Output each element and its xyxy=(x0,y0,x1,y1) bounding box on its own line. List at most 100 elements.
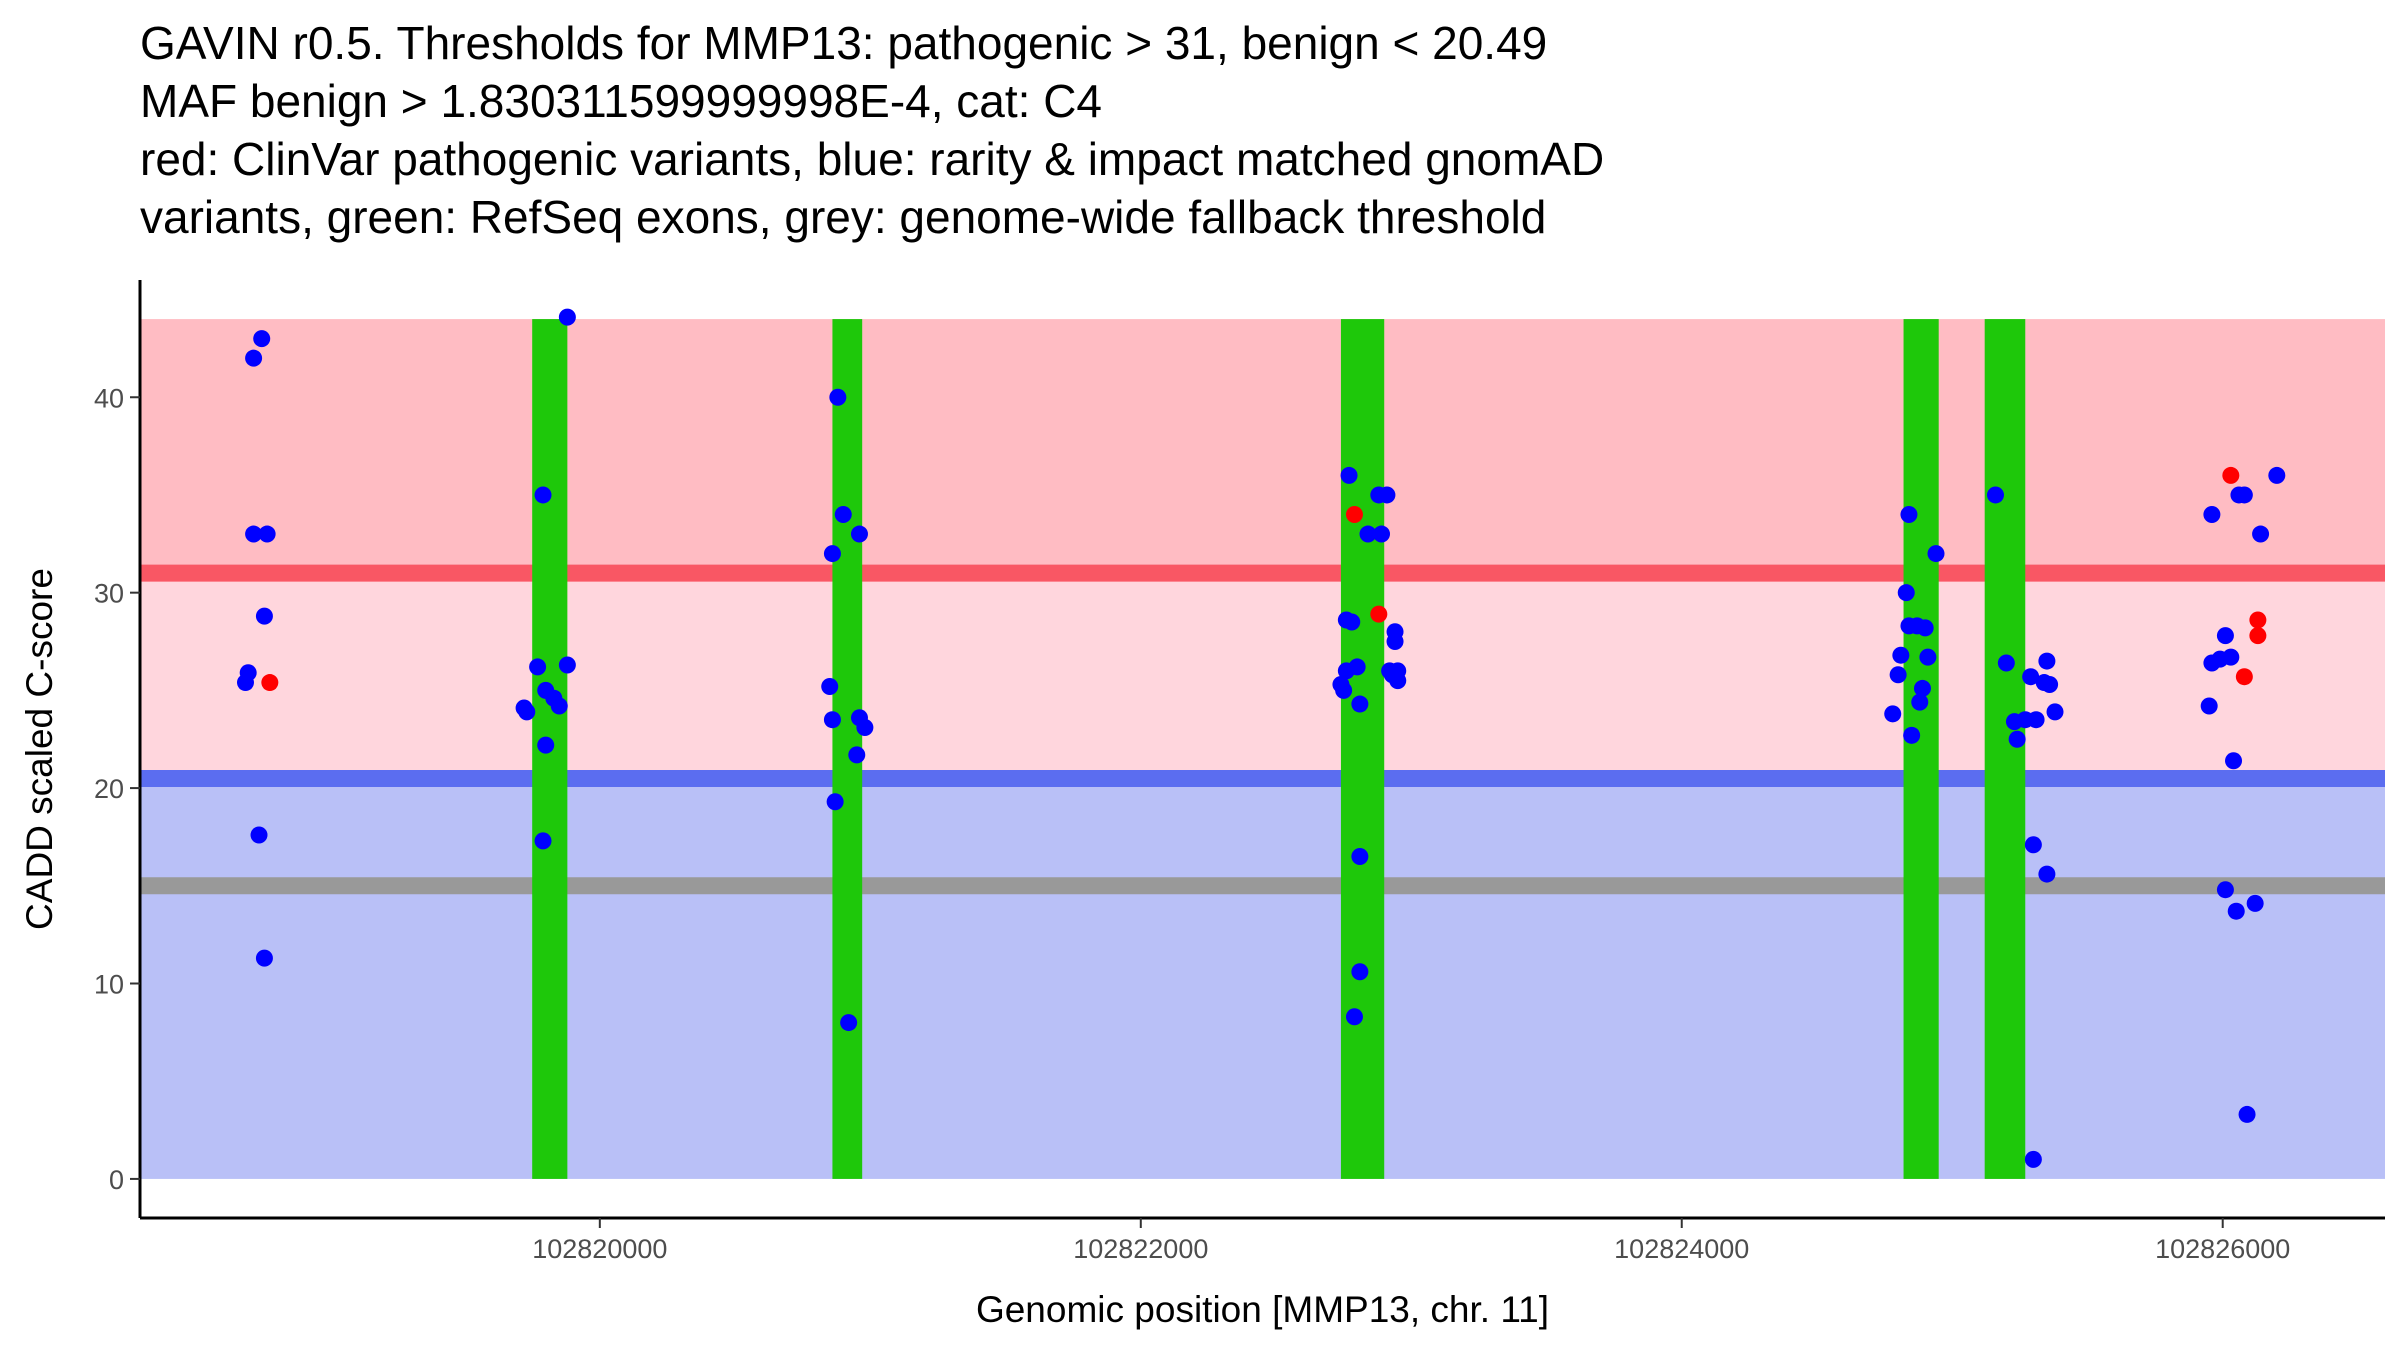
gnomad-point xyxy=(1351,847,1369,865)
gnomad-point xyxy=(558,308,576,326)
exon-bar-5 xyxy=(1984,319,2026,1179)
exon-bar-4 xyxy=(1903,319,1939,1179)
gnomad-point xyxy=(2027,711,2045,729)
x-axis-title: Genomic position [MMP13, chr. 11] xyxy=(976,1289,1549,1330)
gnomad-point xyxy=(2268,466,2286,484)
pathogenic-region xyxy=(140,319,2385,574)
clinvar-point xyxy=(2249,627,2267,645)
gnomad-point xyxy=(1335,681,1353,699)
gnomad-point xyxy=(1389,672,1407,690)
gnomad-point xyxy=(2022,668,2040,686)
chart-title: GAVIN r0.5. Thresholds for MMP13: pathog… xyxy=(140,14,2380,246)
gnomad-point xyxy=(829,388,847,406)
gnomad-point xyxy=(558,656,576,674)
gnomad-point xyxy=(2246,894,2264,912)
y-tick-label: 30 xyxy=(94,579,124,609)
y-tick-label: 20 xyxy=(94,774,124,804)
exon-bars xyxy=(532,319,2026,1179)
clinvar-point xyxy=(2235,668,2253,686)
gnomad-point xyxy=(1903,726,1921,744)
gnomad-point xyxy=(1897,584,1915,602)
clinvar-point xyxy=(2249,611,2267,629)
gnomad-point xyxy=(255,949,273,967)
gnomad-point xyxy=(2238,1105,2256,1123)
title-line-1: GAVIN r0.5. Thresholds for MMP13: pathog… xyxy=(140,17,1548,69)
clinvar-point xyxy=(2222,466,2240,484)
gnomad-point xyxy=(1884,705,1902,723)
gnomad-point xyxy=(1373,525,1391,543)
gnomad-point xyxy=(2227,902,2245,920)
gnomad-point xyxy=(245,525,263,543)
gnomad-point xyxy=(258,525,276,543)
gnomad-point xyxy=(1987,486,2005,504)
title-line-2: MAF benign > 1.830311599999998E-4, cat: … xyxy=(140,75,1103,127)
gnomad-point xyxy=(1345,1008,1363,1026)
gnomad-point xyxy=(2216,881,2234,899)
gnomad-point xyxy=(1913,679,1931,697)
x-tick-label: 102826000 xyxy=(2155,1234,2290,1264)
y-tick-label: 0 xyxy=(109,1165,124,1195)
gnomad-point xyxy=(1892,646,1910,664)
gnomad-point xyxy=(2024,836,2042,854)
gnomad-point xyxy=(2041,676,2059,694)
gnomad-point xyxy=(2038,865,2056,883)
gnomad-point xyxy=(823,545,841,563)
threshold-regions xyxy=(140,319,2385,1179)
gnomad-point xyxy=(2200,697,2218,715)
gnomad-point xyxy=(1889,666,1907,684)
gnomad-point xyxy=(253,330,271,348)
x-tick-label: 102820000 xyxy=(532,1234,667,1264)
gnomad-point xyxy=(245,349,263,367)
gnomad-point xyxy=(239,664,257,682)
gnomad-point xyxy=(1927,545,1945,563)
x-tick-label: 102822000 xyxy=(1073,1234,1208,1264)
clinvar-point xyxy=(1370,605,1388,623)
gnomad-point xyxy=(537,736,555,754)
gnomad-point xyxy=(848,746,866,764)
gnomad-point xyxy=(1900,506,1918,523)
gnomad-point xyxy=(856,719,874,737)
gnomad-point xyxy=(2235,486,2253,504)
gnomad-point xyxy=(1351,963,1369,981)
gnomad-point xyxy=(2046,703,2064,721)
gnomad-point xyxy=(2203,506,2221,523)
gnomad-point xyxy=(534,832,552,850)
gnomad-point xyxy=(1911,693,1929,711)
gnomad-point xyxy=(529,658,547,676)
gnomad-point xyxy=(1340,466,1358,484)
gnomad-point xyxy=(255,607,273,625)
axes: 0 10 20 30 40 102820000 102822000 102824000 1028… xyxy=(94,280,2385,1264)
benign-region xyxy=(140,778,2385,1179)
gnomad-point xyxy=(826,793,844,811)
gnomad-point xyxy=(2024,1150,2042,1168)
gnomad-point xyxy=(1997,654,2015,672)
gnomad-point xyxy=(834,506,852,523)
clinvar-point xyxy=(1345,506,1363,523)
gnomad-point xyxy=(2008,730,2026,748)
y-tick-label: 40 xyxy=(94,383,124,413)
gnomad-point xyxy=(550,697,568,715)
gnomad-point xyxy=(518,703,536,721)
gnomad-point xyxy=(1378,486,1396,504)
gnomad-point xyxy=(2252,525,2270,543)
gnomad-point xyxy=(1919,648,1937,666)
gnomad-point xyxy=(1351,695,1369,713)
variant-points xyxy=(236,308,2286,1168)
gnomad-point xyxy=(840,1014,858,1032)
gnomad-point xyxy=(850,525,868,543)
clinvar-point xyxy=(261,674,279,692)
gnomad-point xyxy=(534,486,552,504)
gnomad-point xyxy=(1386,623,1404,641)
y-tick-label: 10 xyxy=(94,970,124,1000)
gnomad-point xyxy=(2038,652,2056,670)
gnomad-point xyxy=(2225,752,2243,770)
gnomad-point xyxy=(1359,525,1377,543)
exon-bar-3 xyxy=(1340,319,1385,1179)
x-tick-label: 102824000 xyxy=(1614,1234,1749,1264)
gnomad-point xyxy=(1348,658,1366,676)
gnomad-point xyxy=(250,826,268,844)
title-line-4: variants, green: RefSeq exons, grey: gen… xyxy=(140,191,1547,243)
y-axis-title: CADD scaled C-score xyxy=(19,568,60,930)
gnomad-point xyxy=(1343,613,1361,631)
